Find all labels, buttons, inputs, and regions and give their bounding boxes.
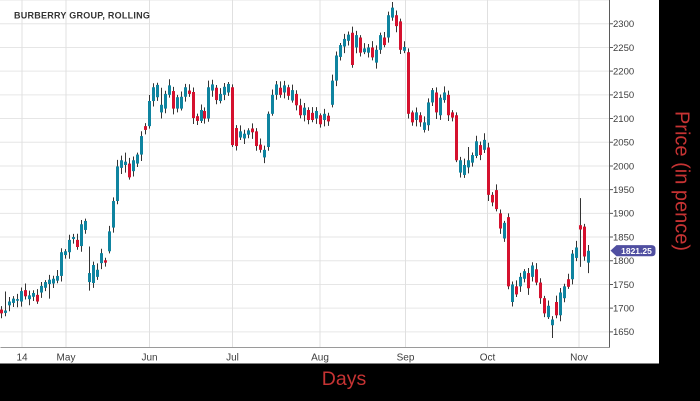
svg-text:Price (in pence): Price (in pence) [671,111,693,251]
svg-text:1850: 1850 [613,232,634,243]
svg-text:2300: 2300 [613,19,634,30]
svg-text:Jun: Jun [141,353,157,364]
svg-text:BURBERRY GROUP, ROLLING: BURBERRY GROUP, ROLLING [14,11,150,21]
svg-text:1900: 1900 [613,209,634,220]
svg-text:2100: 2100 [613,114,634,125]
svg-text:2000: 2000 [613,161,634,172]
svg-text:1950: 1950 [613,185,634,196]
svg-text:1750: 1750 [613,280,634,291]
svg-text:Jul: Jul [226,353,239,364]
svg-text:Nov: Nov [570,353,588,364]
svg-text:14: 14 [16,353,28,364]
svg-text:Sep: Sep [397,353,415,364]
svg-text:2050: 2050 [613,138,634,149]
svg-text:1821.25: 1821.25 [621,246,652,256]
svg-text:1650: 1650 [613,327,634,338]
svg-text:May: May [57,353,76,364]
svg-text:1700: 1700 [613,303,634,314]
svg-text:Days: Days [322,368,367,390]
svg-text:1800: 1800 [613,256,634,267]
svg-text:2250: 2250 [613,43,634,54]
svg-text:2200: 2200 [613,66,634,77]
svg-text:2150: 2150 [613,90,634,101]
svg-text:Oct: Oct [480,353,496,364]
svg-text:Aug: Aug [311,353,329,364]
